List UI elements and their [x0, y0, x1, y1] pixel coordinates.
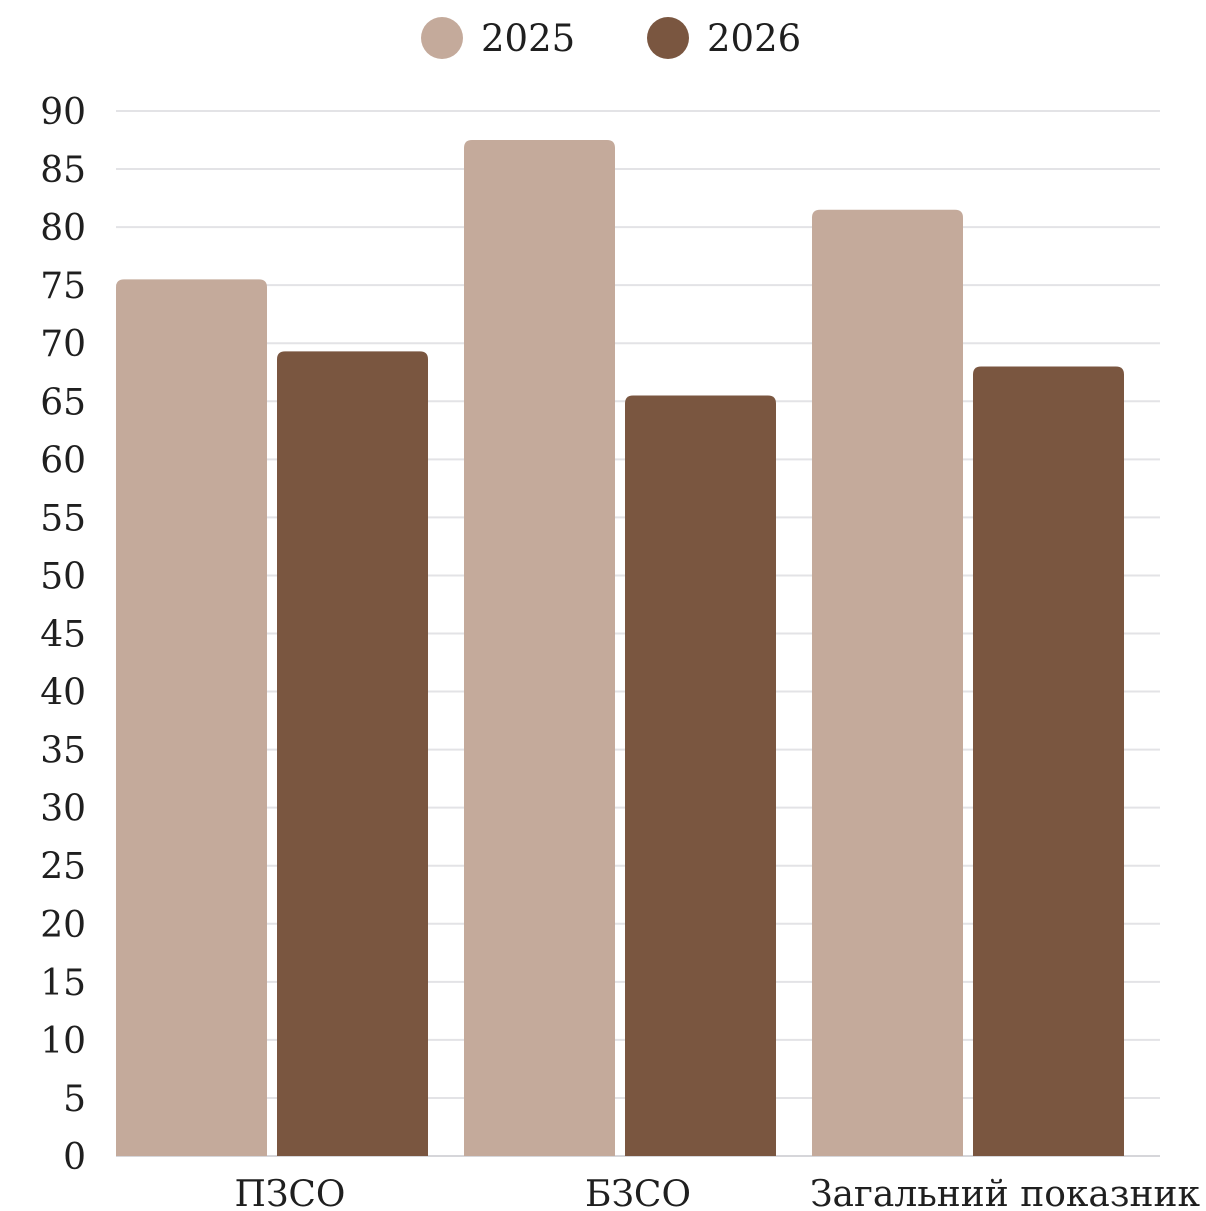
legend-label-2026: 2026 — [707, 17, 801, 60]
legend: 2025 2026 — [421, 17, 801, 60]
x-category-label: БЗСО — [585, 1174, 691, 1211]
y-tick-label: 80 — [40, 208, 86, 249]
legend-swatch-2025 — [421, 17, 463, 59]
y-tick-label: 65 — [40, 382, 86, 423]
bar-2026-1 — [625, 395, 776, 1156]
y-tick-label: 50 — [40, 556, 86, 597]
y-tick-label: 45 — [40, 615, 86, 656]
legend-swatch-2026 — [647, 17, 689, 59]
y-tick-label: 30 — [40, 789, 86, 830]
x-axis-labels: ПЗСО БЗСО Загальний показник — [235, 1174, 1201, 1211]
y-tick-label: 15 — [40, 963, 86, 1004]
y-tick-label: 35 — [40, 731, 86, 772]
x-category-label: Загальний показник — [810, 1174, 1200, 1211]
bars — [116, 140, 1124, 1157]
y-tick-label: 10 — [40, 1021, 86, 1062]
y-tick-label: 70 — [40, 324, 86, 365]
y-tick-label: 40 — [40, 673, 86, 714]
bar-2026-2 — [973, 366, 1124, 1156]
y-tick-label: 55 — [40, 498, 86, 539]
x-category-label: ПЗСО — [235, 1174, 346, 1211]
bar-2025-2 — [812, 209, 963, 1156]
legend-label-2025: 2025 — [481, 17, 575, 60]
y-tick-label: 5 — [63, 1079, 86, 1120]
y-axis-ticks: 0 5 10 15 20 25 30 35 40 45 50 55 60 65 70 75 80 85 90 — [40, 92, 86, 1178]
bar-2025-0 — [116, 279, 267, 1157]
y-tick-label: 75 — [40, 266, 86, 307]
y-tick-label: 25 — [40, 847, 86, 888]
y-tick-label: 60 — [40, 440, 86, 481]
y-tick-label: 90 — [40, 92, 86, 133]
bar-2025-1 — [464, 140, 615, 1156]
y-tick-label: 85 — [40, 150, 86, 191]
bar-2026-0 — [277, 351, 428, 1157]
y-tick-label: 20 — [40, 905, 86, 946]
y-tick-label: 0 — [63, 1137, 86, 1178]
